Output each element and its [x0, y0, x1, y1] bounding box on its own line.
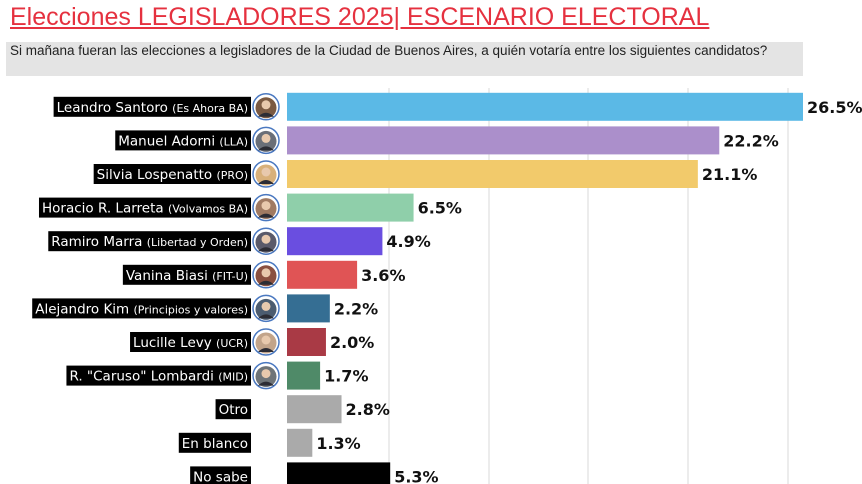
category-label-background: [53, 96, 251, 117]
bar: [287, 428, 313, 457]
category-label: Horacio R. Larreta (Volvamos BA): [42, 201, 248, 217]
category-label: Leandro Santoro (Es Ahora BA): [57, 100, 248, 116]
data-label: 2.0%: [330, 333, 374, 352]
avatar-shoulders: [258, 348, 274, 352]
data-label: 4.9%: [386, 232, 430, 251]
data-label: 3.6%: [361, 266, 405, 285]
bar: [287, 160, 698, 188]
avatar-face: [261, 201, 271, 211]
category-label: Lucille Levy (UCR): [133, 335, 248, 351]
category-label-background: [32, 298, 251, 319]
category-label-background: [66, 365, 251, 386]
avatar-face: [261, 369, 271, 379]
category-label: No sabe: [193, 469, 248, 484]
category-label-background: [48, 231, 251, 252]
avatar-shoulders: [258, 381, 274, 386]
category-label-background: [115, 130, 251, 151]
avatar-face: [261, 335, 271, 345]
category-label-background: [93, 164, 251, 184]
category-label-background: [122, 264, 251, 285]
data-label: 2.2%: [334, 299, 378, 318]
data-label: 26.5%: [807, 98, 862, 117]
data-label: 1.7%: [324, 367, 368, 386]
category-label-background: [190, 466, 251, 484]
avatar-shoulders: [258, 146, 274, 151]
category-label-background: [178, 432, 251, 453]
subtitle-background: [6, 42, 803, 76]
avatar-shoulders: [258, 213, 274, 218]
bar: [287, 395, 342, 424]
avatar-face: [261, 100, 271, 110]
avatar-face: [261, 268, 271, 278]
data-label: 22.2%: [723, 131, 779, 150]
bar: [287, 328, 326, 356]
category-label: Ramiro Marra (Libertad y Orden): [51, 234, 248, 250]
category-label: R. "Caruso" Lombardi (MID): [69, 369, 248, 385]
data-label: 21.1%: [702, 165, 758, 184]
data-label: 1.3%: [316, 434, 360, 453]
category-label: Otro: [219, 402, 248, 418]
category-label: En blanco: [182, 436, 248, 452]
avatar-face: [261, 234, 271, 244]
bar: [287, 193, 414, 222]
data-label: 5.3%: [394, 467, 438, 484]
category-label: Vanina Biasi (FIT-U): [126, 268, 248, 284]
category-label-background: [130, 332, 251, 352]
avatar-face: [261, 167, 271, 177]
category-label-background: [38, 197, 251, 218]
avatar-face: [261, 301, 271, 311]
bar: [287, 462, 391, 484]
avatar-shoulders: [258, 112, 274, 117]
data-label: 2.8%: [346, 400, 390, 419]
bar: [287, 294, 330, 323]
bar: [287, 92, 803, 121]
bar: [287, 361, 321, 390]
chart-title: Elecciones LEGISLADORES 2025| ESCENARIO …: [10, 3, 710, 31]
bar: [287, 227, 383, 256]
avatar-shoulders: [258, 180, 274, 184]
category-label: Alejandro Kim (Principios y valores): [35, 301, 248, 317]
category-label: Silvia Lospenatto (PRO): [97, 167, 248, 183]
avatar-face: [261, 133, 271, 143]
bar: [287, 260, 358, 289]
category-label: Manuel Adorni (LLA): [118, 133, 248, 149]
avatar-shoulders: [258, 247, 274, 252]
avatar-shoulders: [258, 314, 274, 319]
data-label: 6.5%: [418, 199, 462, 218]
category-label-background: [215, 399, 251, 420]
chart-subtitle: Si mañana fueran las elecciones a legisl…: [10, 43, 768, 58]
bar: [287, 126, 720, 155]
avatar-shoulders: [258, 280, 274, 285]
